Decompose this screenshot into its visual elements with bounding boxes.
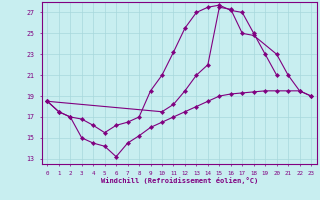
X-axis label: Windchill (Refroidissement éolien,°C): Windchill (Refroidissement éolien,°C) xyxy=(100,177,258,184)
